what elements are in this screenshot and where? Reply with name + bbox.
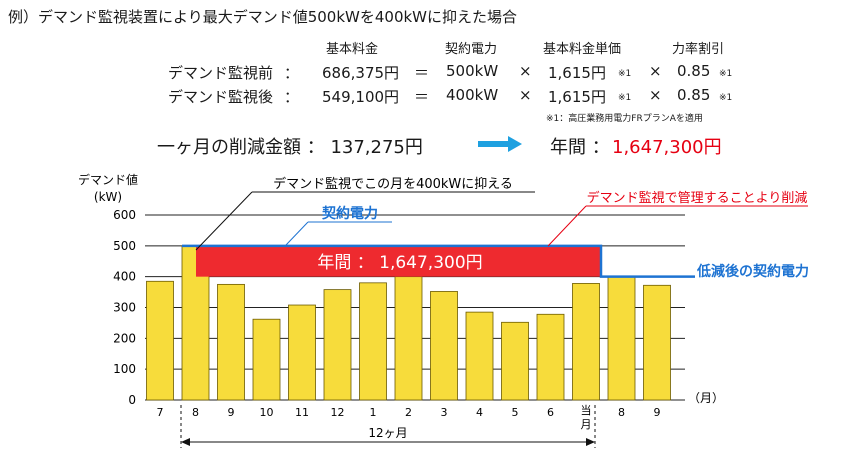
x-tick-label: 7 [157,406,164,419]
bar [359,282,387,401]
row-before-colon: ： [284,64,300,82]
row-after-unit-price: 1,615円 [548,88,606,106]
row-before-label: デマンド監視前 [168,64,274,82]
x-tick-label: 9 [228,406,235,419]
bar [252,318,281,401]
y-tick-label: 300 [113,301,136,315]
row-after-discount: 0.85 [677,86,711,104]
bar [217,283,245,401]
header-power-factor: 力率割引 [672,42,725,57]
contract-power-label: 契約電力 [321,205,378,222]
span-arrow-right-icon [586,438,595,446]
row-before-times-2: × [649,62,662,80]
row-before-times-1: × [519,62,532,80]
bar [643,284,671,401]
row-after-power: 400kW [446,86,499,104]
row-after-colon: ： [284,88,300,106]
band-label: 年間 ： 1,647,300円 [317,253,482,273]
x-tick-label: 9 [654,406,661,419]
header-unit-price: 基本料金単価 [543,42,622,57]
y-tick-label: 200 [113,331,136,345]
row-before-mark-2: ※1 [719,69,733,79]
footnote: ※1：高圧業務用電力FRプランAを適用 [546,114,703,124]
y-tick-label: 0 [128,393,136,407]
bar [607,276,636,401]
header-basic-fee: 基本料金 [326,42,379,57]
row-before-power: 500kW [446,62,499,80]
bar [288,304,316,401]
annual-savings-value: 1,647,300円 [612,137,722,158]
y-tick-label: 400 [113,270,136,284]
contract-power-line [182,244,695,278]
header-contract-power: 契約電力 [445,42,498,57]
row-after-mark-2: ※1 [719,93,733,103]
bar [394,276,423,401]
span-label: 12ヶ月 [368,426,407,440]
monthly-savings: 一ヶ月の削減金額 ： 137,275円 [157,137,423,158]
y-tick-label: 100 [113,362,136,376]
y-axis-label: (kW) [94,190,122,204]
x-tick-label: 4 [476,406,483,419]
reduction-band [196,245,601,277]
row-after-fee: 549,100円 [322,88,400,106]
row-before-equals: ＝ [414,64,430,82]
cap-annotation: デマンド監視でこの月を400kWに抑える [273,176,513,192]
cap-leader [195,191,253,251]
x-tick-label: 2 [405,406,412,419]
x-unit-label: （月） [688,391,724,405]
y-tick-label: 500 [113,239,136,253]
x-tick-label: 6 [547,406,554,419]
page-title: 例）デマンド監視装置により最大デマンド値500kWを400kWに抑えた場合 [8,8,517,26]
row-after-label: デマンド監視後 [168,88,274,106]
y-tick-label: 600 [113,208,136,222]
after-contract-label: 低減後の契約電力 [696,263,809,280]
span-arrow-left-icon [181,438,190,446]
x-tick-label: 8 [192,406,199,419]
reduction-annotation: デマンド監視で管理することより削減 [587,190,808,206]
row-before-discount: 0.85 [677,62,711,80]
x-tick-label: 12 [331,406,345,419]
row-before-unit-price: 1,615円 [548,64,606,82]
x-tick-label: 月 [581,418,592,431]
x-tick-label: 11 [295,406,309,419]
row-before-mark: ※1 [618,69,632,79]
row-after-times-1: × [519,86,532,104]
bar [430,291,458,401]
bar [501,321,529,401]
bar [536,313,565,401]
row-after-equals: ＝ [414,88,430,106]
row-before-fee: 686,375円 [322,64,400,82]
contract-leader [285,221,309,246]
bar [465,311,494,401]
annual-label: 年間 ： [550,137,610,158]
x-tick-label: 3 [441,406,448,419]
reduce-leader [547,205,587,247]
row-after-mark: ※1 [618,93,632,103]
x-tick-label: 8 [618,406,625,419]
row-after-times-2: × [649,86,662,104]
arrow-right-icon [478,136,522,152]
bar [323,289,352,401]
y-axis-label: デマンド値 [78,172,138,187]
x-tick-label: 10 [260,406,274,419]
x-tick-label: 5 [512,406,519,419]
x-tick-label: 1 [370,406,377,419]
bar [572,283,600,401]
x-tick-label: 当 [581,403,592,417]
bar [146,280,174,401]
